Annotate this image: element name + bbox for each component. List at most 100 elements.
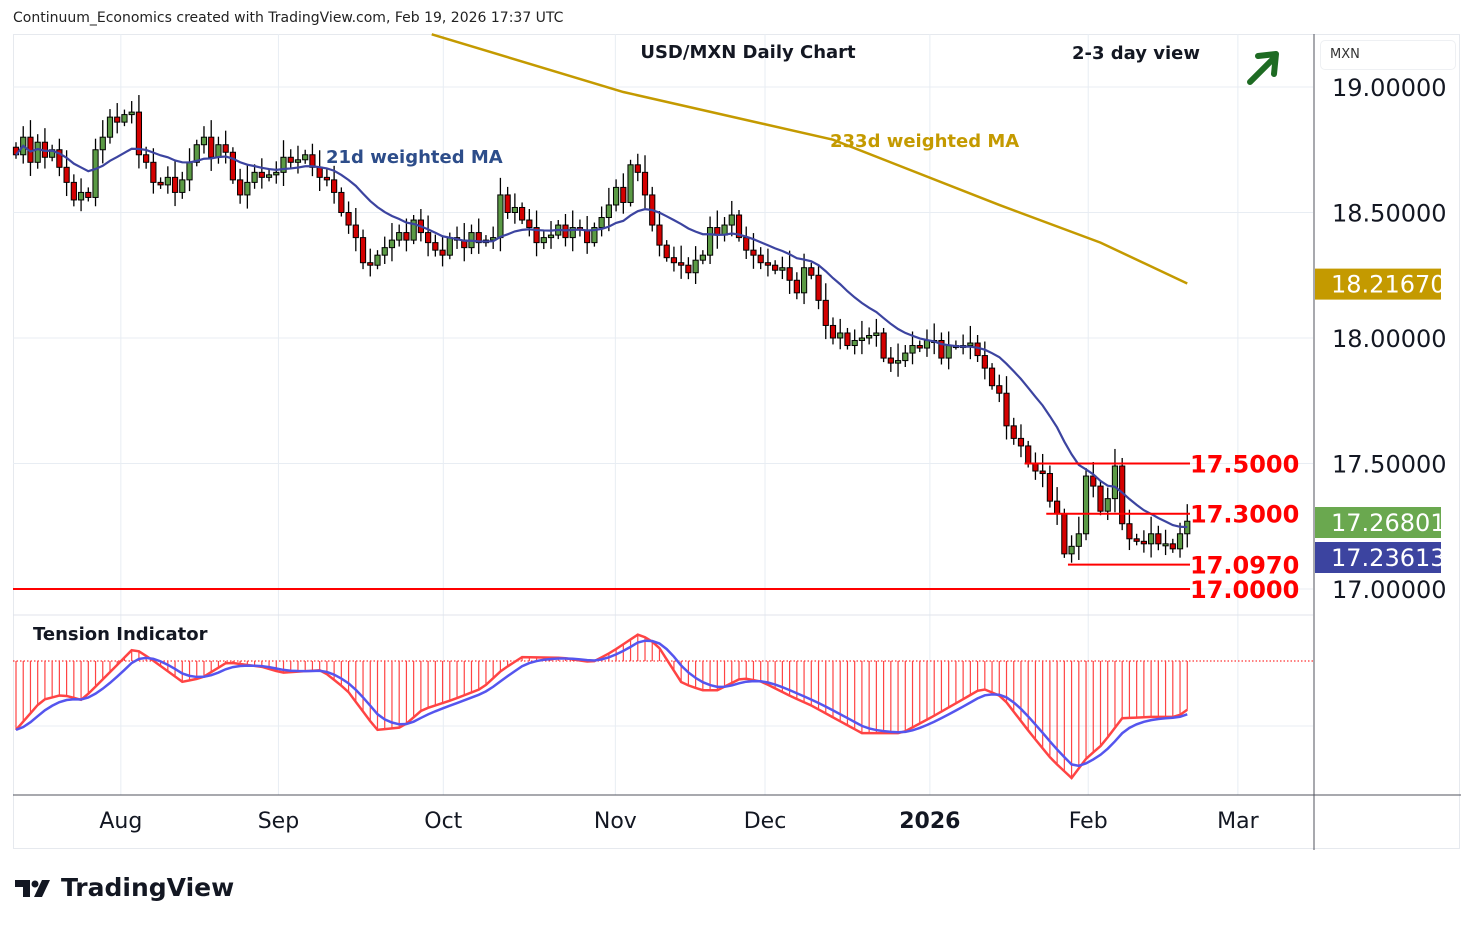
candle-down <box>345 212 352 226</box>
x-tick-label: Aug <box>99 809 142 834</box>
candle-down <box>367 262 374 266</box>
ma21-price-badge: 17.23613 <box>1331 544 1446 572</box>
candle-up <box>244 181 251 196</box>
candle-up <box>967 342 974 347</box>
candle-up <box>92 149 99 198</box>
candle-down <box>916 345 923 349</box>
currency-label[interactable]: MXN <box>1320 40 1456 70</box>
candle-down <box>815 274 822 301</box>
candle-down <box>656 224 663 246</box>
candle-up <box>497 194 504 239</box>
candle-down <box>750 249 757 256</box>
candle-up <box>1068 545 1075 555</box>
candle-down <box>1003 392 1010 427</box>
candle-down <box>229 151 237 181</box>
candle-up <box>1082 475 1090 535</box>
candle-down <box>1169 543 1176 550</box>
candle-up <box>200 136 208 146</box>
level-label: 17.5000 <box>1190 451 1299 479</box>
candle-down <box>663 244 670 259</box>
ma233-price-badge-bg <box>1315 268 1441 300</box>
candle-up <box>909 345 916 354</box>
candle-up <box>866 334 873 339</box>
candle-down <box>63 166 70 183</box>
x-tick-label: Oct <box>424 809 462 834</box>
candle-up <box>164 176 171 186</box>
candle-up <box>251 171 258 183</box>
candle-down <box>793 279 800 294</box>
candle-down <box>620 186 627 203</box>
chart-title: USD/MXN Daily Chart <box>640 42 856 63</box>
candle-down <box>1140 540 1147 545</box>
candle-up <box>396 232 403 241</box>
candle-down <box>1017 437 1025 447</box>
candle-up <box>569 227 576 239</box>
chart-frame <box>13 34 1460 849</box>
x-tick-label: Nov <box>594 809 637 834</box>
candle-up <box>106 116 114 138</box>
candle-up <box>699 254 706 261</box>
candle-up <box>858 337 866 342</box>
candle-down <box>258 171 265 178</box>
candle-down <box>85 191 92 198</box>
candle-down <box>157 181 164 186</box>
candle-up <box>692 259 699 274</box>
candle-up <box>547 234 555 239</box>
candle-up <box>511 206 518 213</box>
candle-down <box>475 232 482 244</box>
x-tick-label: 2026 <box>899 809 960 834</box>
indicator-title: Tension Indicator <box>33 624 208 645</box>
candle-down <box>685 264 692 274</box>
candle-down <box>359 237 367 264</box>
candle-down <box>1025 445 1032 464</box>
level-label: 17.3000 <box>1190 501 1299 529</box>
candle-down <box>1133 538 1140 542</box>
ma21-price-badge-bg <box>1315 542 1441 573</box>
candle-up <box>598 217 605 229</box>
ma233-price-badge: 18.21670 <box>1331 271 1446 299</box>
tradingview-logo[interactable]: TradingView <box>15 873 234 902</box>
chart-credit: Continuum_Economics created with Trading… <box>13 10 564 26</box>
x-tick-label: Sep <box>258 809 299 834</box>
candle-down <box>403 232 410 241</box>
candle-down <box>222 144 229 153</box>
candle-down <box>938 340 945 359</box>
last-price-badge: 17.26801 <box>1331 509 1446 537</box>
candle-up <box>294 159 302 163</box>
ma233-label: 233d weighted MA <box>830 131 1019 152</box>
candle-down <box>533 227 540 244</box>
candle-down <box>844 332 851 347</box>
candle-down <box>735 214 743 239</box>
candle-down <box>808 267 815 276</box>
candle-down <box>1090 475 1097 487</box>
candle-down <box>981 355 988 369</box>
indicator-signal-line <box>15 639 1188 768</box>
candle-up <box>851 340 858 347</box>
candle-up <box>873 332 880 336</box>
candle-down <box>772 264 779 271</box>
candle-down <box>641 171 649 196</box>
candle-down <box>996 385 1003 394</box>
candle-down <box>114 116 121 123</box>
candle-up <box>902 352 909 362</box>
candle-up <box>77 191 85 201</box>
chart-subtitle: 2-3 day view <box>1072 43 1200 64</box>
candle-up <box>446 237 453 256</box>
candle-up <box>800 267 808 294</box>
candle-up <box>410 219 417 241</box>
candle-down <box>1054 500 1061 515</box>
candle-down <box>670 257 678 264</box>
candle-down <box>1010 425 1017 439</box>
y-tick-label: 17.00000 <box>1332 576 1447 604</box>
x-tick-label: Mar <box>1217 809 1259 834</box>
candle-up <box>265 174 273 178</box>
candle-down <box>678 262 685 266</box>
candle-up <box>591 227 598 244</box>
candle-down <box>1061 513 1068 555</box>
candle-up <box>706 227 714 256</box>
candle-up <box>99 136 106 151</box>
level-label: 17.0000 <box>1190 576 1299 604</box>
candle-down <box>757 254 764 264</box>
y-tick-label: 18.50000 <box>1332 200 1447 228</box>
